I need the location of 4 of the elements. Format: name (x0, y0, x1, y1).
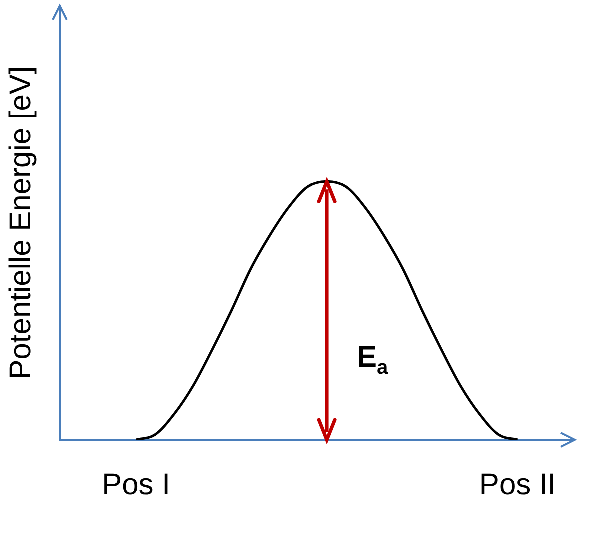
x-tick-label: Pos I (102, 468, 170, 502)
x-tick-label: Pos II (479, 468, 556, 502)
annotation: E$_{a}$ (357, 340, 388, 380)
y-axis-title: Potentielle Energie [eV] (4, 66, 38, 380)
